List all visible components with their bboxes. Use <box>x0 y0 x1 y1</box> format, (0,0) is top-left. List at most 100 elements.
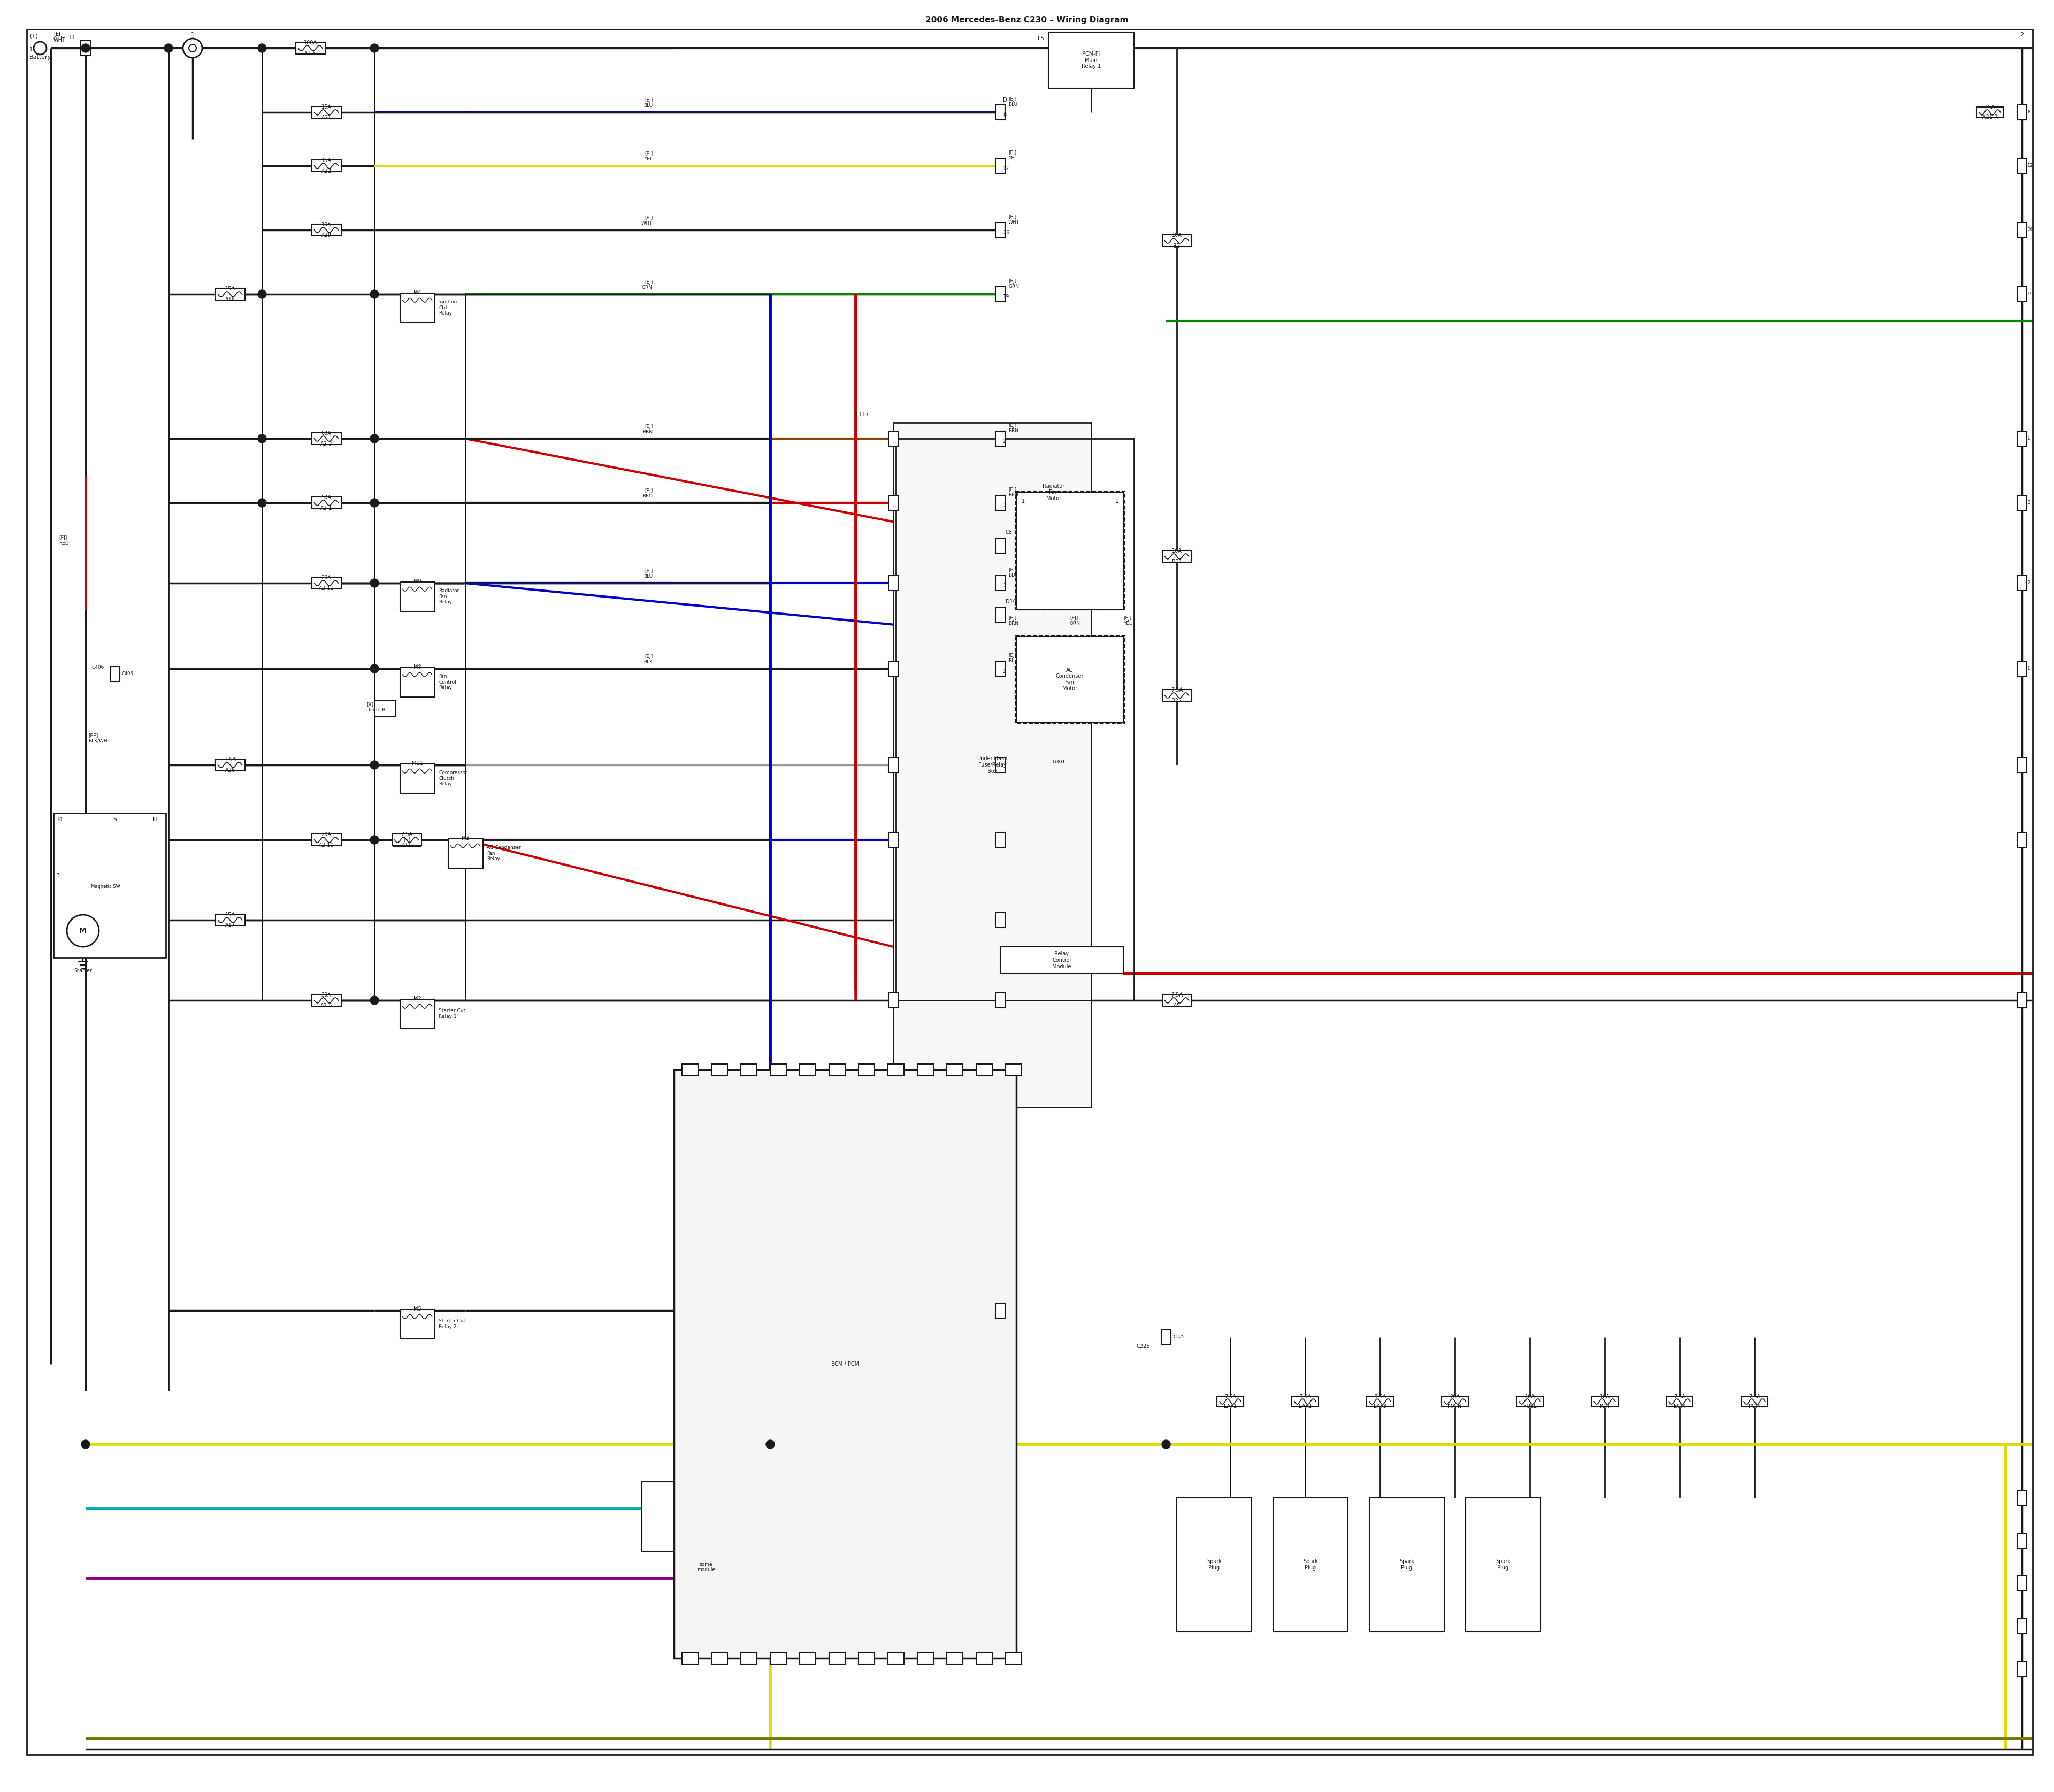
Bar <box>996 287 1004 301</box>
Text: Ill: Ill <box>152 817 156 823</box>
Text: [EJ]
RED: [EJ] RED <box>643 487 653 498</box>
Bar <box>312 106 341 118</box>
Text: 2006 Mercedes-Benz C230 – Wiring Diagram: 2006 Mercedes-Benz C230 – Wiring Diagram <box>926 16 1128 23</box>
Bar <box>2017 993 2027 1007</box>
Bar <box>1742 1396 1768 1407</box>
Text: S: S <box>113 817 117 823</box>
Text: 7.5A: 7.5A <box>401 831 413 837</box>
Bar <box>996 538 1004 554</box>
Text: 8: 8 <box>1002 113 1006 118</box>
Text: 1: 1 <box>191 32 195 38</box>
Bar <box>312 432 341 444</box>
Bar <box>2017 831 2027 848</box>
Bar <box>859 1652 875 1665</box>
Text: A1-6: A1-6 <box>304 50 316 56</box>
Text: Radiator
Fan
Motor: Radiator Fan Motor <box>1043 484 1064 502</box>
Text: Spark
Plug: Spark Plug <box>1208 1559 1222 1570</box>
Text: 30A: 30A <box>320 993 331 998</box>
Bar <box>2017 1491 2027 1505</box>
Text: IGN: IGN <box>1600 1403 1610 1409</box>
Circle shape <box>370 579 378 588</box>
Text: 26: 26 <box>1002 229 1011 235</box>
Text: 10A: 10A <box>1171 233 1181 238</box>
Text: [EJ]
BLK: [EJ] BLK <box>643 654 653 665</box>
Text: 20A: 20A <box>320 575 331 581</box>
Text: [EJ]
GRN: [EJ] GRN <box>1009 278 1019 289</box>
Bar <box>996 758 1004 772</box>
Text: 15A: 15A <box>226 912 234 918</box>
Bar <box>2017 495 2027 511</box>
Text: A11: A11 <box>401 842 411 848</box>
Text: Radiator
Fan
Relay: Radiator Fan Relay <box>440 588 460 604</box>
Text: [EI]: [EI] <box>53 30 62 36</box>
Bar <box>996 831 1004 848</box>
Bar <box>996 222 1004 238</box>
Bar <box>996 607 1004 622</box>
Text: [EJ]
BLU: [EJ] BLU <box>1009 97 1017 108</box>
Bar <box>296 43 325 54</box>
Bar <box>1976 108 2003 118</box>
Text: M3: M3 <box>462 835 468 840</box>
Bar <box>889 495 898 511</box>
Text: B2: B2 <box>1173 244 1181 249</box>
Bar <box>312 224 341 237</box>
Text: [EJ]
BRN: [EJ] BRN <box>1009 615 1019 625</box>
Bar <box>1000 946 1124 973</box>
Bar <box>1666 1396 1692 1407</box>
Text: Spark
Plug: Spark Plug <box>1399 1559 1415 1570</box>
Bar <box>312 159 341 172</box>
Text: LAF2: LAF2 <box>1298 1403 1313 1409</box>
Bar <box>216 289 244 299</box>
Bar <box>641 1482 770 1552</box>
Text: 7.5A: 7.5A <box>224 756 236 762</box>
Bar <box>770 1652 787 1665</box>
Bar <box>2017 758 2027 772</box>
Text: M9: M9 <box>413 579 421 584</box>
Bar <box>2017 106 2027 120</box>
Text: Under-Dash
Fuse/Relay
Box: Under-Dash Fuse/Relay Box <box>978 756 1009 774</box>
Text: [EJ]
YEL: [EJ] YEL <box>645 151 653 161</box>
Text: 15A: 15A <box>226 287 234 292</box>
Bar <box>1048 32 1134 88</box>
Bar <box>401 582 435 611</box>
Circle shape <box>68 914 99 946</box>
Bar <box>889 575 898 591</box>
Circle shape <box>370 498 378 507</box>
Bar <box>216 760 244 771</box>
Bar <box>1370 1498 1444 1631</box>
Bar <box>889 432 898 446</box>
Bar <box>896 439 1134 1000</box>
Text: [EJ]
ORN: [EJ] ORN <box>1070 615 1080 625</box>
Bar <box>312 833 341 846</box>
Bar <box>2017 661 2027 676</box>
Text: Starter: Starter <box>74 968 92 973</box>
Text: C406: C406 <box>121 672 134 676</box>
Text: 7.5A: 7.5A <box>1374 1394 1386 1400</box>
Bar <box>996 912 1004 928</box>
Text: 1: 1 <box>1021 498 1025 504</box>
Text: T1: T1 <box>82 47 88 50</box>
Bar <box>53 814 166 957</box>
Text: A2-3: A2-3 <box>320 441 333 446</box>
Bar <box>799 1064 815 1075</box>
Bar <box>2017 1534 2027 1548</box>
Bar <box>1177 1498 1251 1631</box>
Text: 2: 2 <box>1002 504 1006 509</box>
Bar <box>1292 1396 1319 1407</box>
Text: Compressor
Clutch
Relay: Compressor Clutch Relay <box>440 771 468 787</box>
Bar <box>889 831 898 848</box>
Circle shape <box>189 45 197 52</box>
Bar <box>918 1064 933 1075</box>
Text: Relay
Control
Module: Relay Control Module <box>1052 952 1072 969</box>
Bar <box>1516 1396 1543 1407</box>
Bar <box>947 1064 963 1075</box>
Bar <box>674 1070 1017 1658</box>
Text: [EJ]
YEL: [EJ] YEL <box>1124 615 1132 625</box>
Text: B: B <box>55 873 60 878</box>
Bar <box>2017 158 2027 174</box>
Text: [EJ]
BLU: [EJ] BLU <box>1009 568 1017 577</box>
Text: M: M <box>80 926 86 934</box>
Circle shape <box>370 434 378 443</box>
Bar <box>1163 550 1191 563</box>
Bar <box>859 1064 875 1075</box>
